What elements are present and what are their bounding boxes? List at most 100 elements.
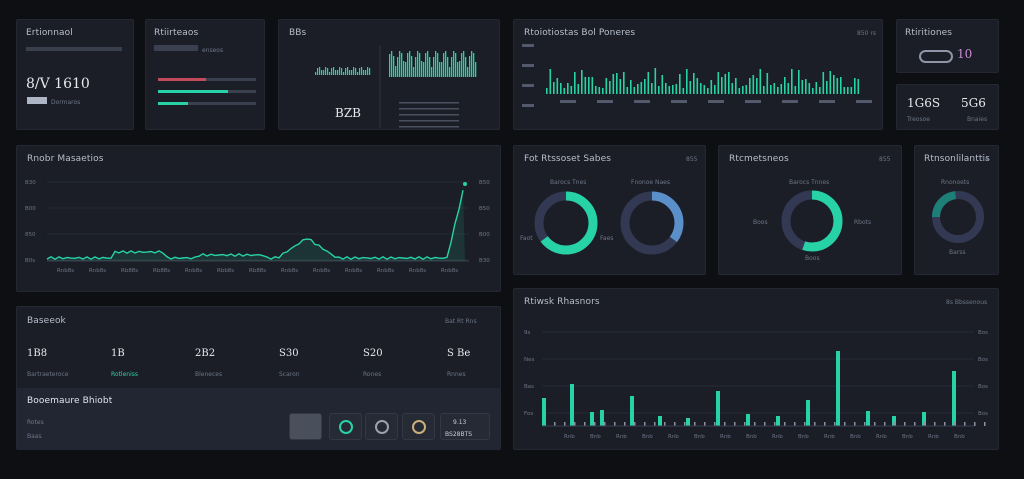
top-bar <box>745 85 748 94</box>
top-bar <box>696 78 699 94</box>
mini-bar <box>423 62 425 77</box>
mini-bar <box>397 57 399 77</box>
top-bar <box>808 83 811 94</box>
top-bar <box>577 84 580 94</box>
side-panel-2: 1G6S 5G6 Treosoe Bnaies <box>896 84 999 130</box>
ring-icon-amber <box>412 420 426 434</box>
main-y-tick: B00 <box>25 206 36 212</box>
main-x-tick: Rb88s <box>249 268 266 274</box>
media-button-5[interactable] <box>440 413 490 440</box>
top-bar <box>581 70 583 94</box>
media-button-2[interactable] <box>329 413 362 440</box>
side2-b: 5G6 <box>961 96 986 110</box>
mini-bar <box>357 72 359 75</box>
status-title: Baseeok <box>27 316 66 326</box>
bottom-x-tick: Bnb <box>694 434 705 440</box>
top-bar <box>707 88 709 94</box>
top-bar <box>605 78 608 94</box>
main-x-tick: Rnb8s <box>185 268 202 274</box>
status-foot-v2: BS28BTS <box>445 431 473 438</box>
main-x-tick: Rnb8s <box>313 268 330 274</box>
status-foot-s1: Rotes <box>27 419 44 426</box>
donut-c-meta: 34 <box>981 156 989 163</box>
status-item-value: S30 <box>279 348 299 359</box>
top-chart-panel: Rtoiotiostas Bol Poneres 850 rs <box>513 19 883 130</box>
bottom-tick-mark <box>944 422 946 426</box>
top-bar <box>689 81 692 94</box>
media-button-1[interactable] <box>289 413 322 440</box>
mini-bar <box>339 67 341 75</box>
top-bar <box>805 79 807 94</box>
donut-a-l2: Fnonoe Naes <box>631 179 670 186</box>
donut-b-l1: Barocs Tnnes <box>789 179 830 186</box>
top-bar <box>724 74 727 94</box>
status-foot-title: Booemaure Bhiobt <box>27 396 113 406</box>
top-bar <box>560 83 562 94</box>
media-button-4[interactable] <box>402 413 435 440</box>
top-bar <box>665 83 667 94</box>
bottom-spike <box>590 412 594 426</box>
bottom-tick-mark <box>624 422 626 426</box>
main-y-tick: B0s <box>25 258 35 264</box>
slider-3[interactable] <box>158 102 256 105</box>
top-x-tick <box>819 100 835 103</box>
main-x-tick: Rb88s <box>121 268 138 274</box>
top-y-tick <box>522 104 534 107</box>
top-bar <box>644 79 646 94</box>
main-r-tick: B30 <box>479 258 490 264</box>
kpi1-value: 8/V 1610 <box>26 76 90 92</box>
bottom-tick-mark <box>654 422 656 426</box>
donut-a-l1: Barocs Tnes <box>550 179 587 186</box>
top-bar <box>798 70 800 94</box>
status-panel: Baseeok Bat Rt Rns 1B8 Bartraeteroce 1B Rot… <box>16 306 501 450</box>
mini-bar <box>427 51 429 77</box>
main-x-tick: Rnb8s <box>57 268 74 274</box>
top-bar <box>742 86 744 94</box>
top-bar <box>630 80 632 94</box>
mini-bar <box>321 70 323 75</box>
top-bar <box>563 88 566 94</box>
donut-b-l3: Rbots <box>854 219 872 226</box>
top-bar <box>661 75 664 94</box>
slider-2[interactable] <box>158 90 256 93</box>
top-bar <box>633 87 636 94</box>
bottom-x-tick: Rnb <box>668 434 679 440</box>
main-r-tick: B00 <box>479 232 490 238</box>
slider-1[interactable] <box>158 78 256 81</box>
bottom-y-tick: Fos <box>524 411 533 417</box>
media-button-3[interactable] <box>365 413 398 440</box>
status-item-value: 1B <box>111 348 125 359</box>
top-bar <box>682 88 685 94</box>
status-item-value: 2B2 <box>195 348 216 359</box>
mini-bar <box>343 72 345 75</box>
bottom-tick-mark <box>984 422 986 426</box>
bottom-tick-mark <box>814 422 816 426</box>
bottom-spike <box>776 416 780 426</box>
donut-a-chart <box>534 191 684 255</box>
mini-bar <box>431 67 433 77</box>
top-bar <box>553 82 555 94</box>
mini-bar <box>395 66 397 77</box>
bottom-tick-mark <box>844 422 846 426</box>
donut-c-ring <box>932 191 984 243</box>
main-x-tick: Rnb8s <box>345 268 362 274</box>
mini-bar <box>337 70 339 75</box>
top-bar <box>679 74 681 94</box>
mini-bar <box>465 57 467 77</box>
bottom-spike <box>658 416 662 426</box>
bottom-spike <box>866 411 870 426</box>
bottom-x-tick: Bnb <box>746 434 757 440</box>
bottom-tick-mark <box>644 422 646 426</box>
top-y-tick <box>522 84 534 87</box>
top-bar <box>780 84 783 94</box>
mini-bar <box>315 72 317 75</box>
status-foot-v1: 9.13 <box>453 419 467 426</box>
bottom-tick-mark <box>774 422 776 426</box>
donut-a-title: Fot Rtssoset Sabes <box>524 154 612 164</box>
bottom-tick-mark <box>794 422 796 426</box>
status-item-label: Rnnes <box>447 371 466 378</box>
side2-sa: Treosoe <box>907 116 930 123</box>
top-bar <box>549 69 552 94</box>
mini-bar <box>455 53 457 77</box>
kpi-panel-2: Rtiirteaos enseos <box>145 19 265 130</box>
